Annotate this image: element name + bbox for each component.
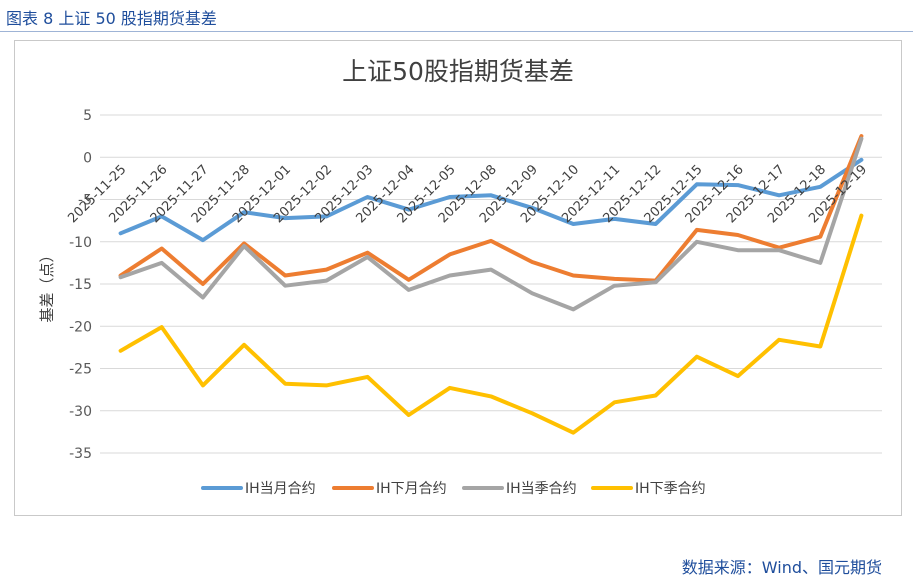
legend-label: IH下月合约 (376, 481, 447, 497)
legend-label: IH当月合约 (245, 481, 316, 497)
y-tick-label: -20 (69, 319, 92, 335)
y-axis-label: 基差（点） (38, 247, 56, 322)
series-line-1 (118, 157, 864, 243)
legend-label: IH当季合约 (506, 481, 577, 497)
y-tick-label: 5 (83, 108, 92, 124)
title-rule (0, 31, 913, 32)
y-tick-label: -15 (69, 277, 92, 293)
y-tick-label: -30 (69, 404, 92, 420)
x-axis-ticks: 2025-11-252025-11-262025-11-272025-11-28… (65, 162, 870, 226)
series-line-2 (118, 134, 864, 286)
series-line-3 (118, 136, 864, 312)
y-tick-label: -10 (69, 235, 92, 251)
series-line-4 (118, 213, 864, 435)
figure-title: 图表 8 上证 50 股指期货基差 (6, 9, 217, 28)
chart-title: 上证50股指期货基差 (342, 57, 574, 86)
legend-label: IH下季合约 (635, 481, 706, 497)
y-axis-ticks: 5 0 -5 -10 -15 -20 -25 -30 -35 (69, 108, 92, 462)
legend: IH当月合约 IH下月合约 IH当季合约 IH下季合约 (201, 481, 706, 497)
y-tick-label: -25 (69, 362, 92, 378)
source-note: 数据来源：Wind、国元期货 (681, 558, 882, 577)
y-tick-label: -35 (69, 446, 92, 462)
series-lines (118, 134, 864, 435)
chart-frame (14, 40, 902, 516)
gridlines (100, 114, 882, 454)
y-tick-label: 0 (83, 150, 92, 166)
y-tick-label: -5 (78, 193, 92, 209)
